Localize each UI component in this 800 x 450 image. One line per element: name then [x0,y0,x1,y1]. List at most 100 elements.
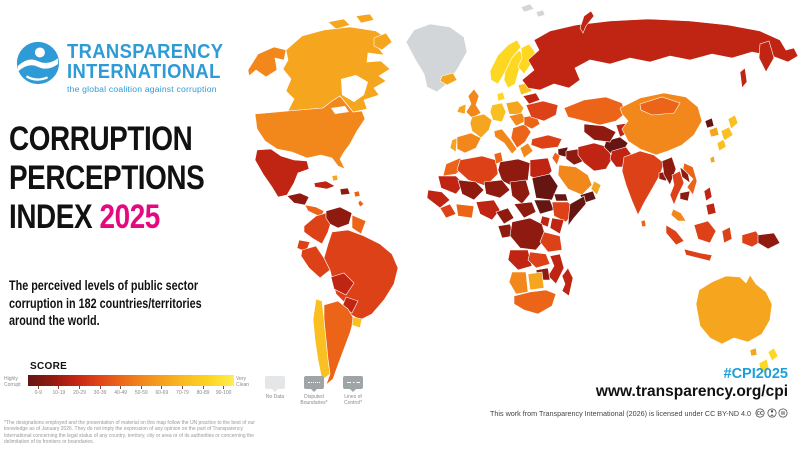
website-url[interactable]: www.transparency.org/cpi [595,383,788,400]
region-uk [465,88,482,119]
region-colombia [303,212,333,245]
region-india [621,150,665,216]
region-japan [716,114,739,152]
region-turkmenistan-uzbekistan [583,123,617,143]
region-somalia [567,195,587,228]
region-algeria [456,155,499,187]
region-iceland [439,72,458,86]
region-venezuela [325,206,353,229]
region-borneo [693,220,717,244]
region-belarus [522,92,541,105]
region-south-sudan [533,199,555,215]
region-kamchatka [758,40,775,73]
brand-line2: INTERNATIONAL [67,61,221,83]
region-greenland [405,23,468,93]
region-chad [509,179,531,205]
region-turkey [530,134,563,150]
region-bahamas [331,174,339,182]
region-spain [456,132,482,154]
region-nigeria [475,199,501,221]
region-taiwan [709,155,716,164]
region-cameroon [495,207,515,225]
region-cambodia [679,190,691,202]
no-data-label: No Data [265,394,285,400]
page-title: CORRUPTION PERCEPTIONS INDEX 2025 [9,120,205,237]
score-legend: SCORE Highly Corrupt 0-9 10-19 20-29 30-39 40… [4,361,258,396]
region-mali [457,179,485,201]
region-sudan [531,173,559,201]
region-denmark [496,91,506,102]
region-south-africa [513,289,557,315]
region-north-korea [704,117,715,129]
region-sumatra [665,224,685,246]
region-ireland [456,103,467,115]
region-uruguay [351,316,363,329]
disputed-boundaries-label: Disputed Boundaries* [300,394,328,406]
region-cuba [313,180,336,190]
region-papua-new-guinea [757,232,781,250]
region-ghana-ivory-coast [455,203,475,219]
region-usa [254,95,366,170]
world-map [247,3,799,386]
region-tasmania [749,347,758,357]
region-sri-lanka [640,219,647,228]
region-tunisia [493,151,504,165]
un-disclaimer-footnote: *The designations employed and the prese… [4,420,255,446]
cc-by-icon [766,408,777,418]
region-hudson-bay [341,75,368,102]
score-band-40-49: 40-49 [114,390,128,396]
region-drc [509,217,547,251]
region-philippines [703,186,717,216]
lines-of-control-label: Lines of Control* [343,394,363,406]
region-italy [493,128,518,155]
score-gradient-bar [28,375,234,386]
no-data-swatch-icon [265,376,285,392]
region-russia [521,18,799,91]
region-argentina [323,300,355,386]
region-mozambique [547,253,565,285]
hashtag: #CPI2025 [723,366,789,382]
license-row: This work from Transparency Internationa… [490,408,788,418]
cc-icon [755,408,765,418]
region-uganda [539,215,551,228]
region-central-african-republic [513,201,537,219]
region-sakhalin [739,67,748,89]
region-antilles [353,190,365,208]
score-band-20-29: 20-29 [73,390,86,396]
region-portugal [449,137,458,153]
score-band-0-9: 0-9 [34,390,42,396]
region-central-europe [508,112,527,127]
region-bolivia [330,272,355,296]
cc-license-icons [755,408,788,418]
score-low-label: Highly Corrupt [4,376,21,388]
region-oman [590,180,602,196]
region-kazakhstan [563,96,627,126]
region-ukraine [525,100,559,122]
region-zambia [527,251,551,269]
region-namibia [508,271,529,295]
title-line3: INDEX 2025 [9,198,160,236]
region-alaska [247,46,287,78]
region-iran [577,142,613,172]
region-niger [483,179,511,199]
score-band-70-79: 70-79 [176,390,189,396]
region-kenya [549,217,565,235]
region-tanzania [539,231,563,253]
region-sweden [503,49,525,89]
region-hispaniola [339,187,351,196]
license-text: This work from Transparency Internationa… [490,408,751,418]
score-band-labels: 0-9 10-19 20-29 30-39 40-49 50-59 60-69 70-79 80… [28,390,234,396]
lines-of-control-swatch-icon [343,376,363,392]
region-finland [517,43,536,75]
region-brazil [323,229,399,321]
subtitle: The perceived levels of public sector co… [9,278,202,328]
region-south-korea [708,126,720,138]
region-sulawesi [721,226,733,244]
region-svalbard [520,3,546,18]
score-band-30-39: 30-39 [93,390,107,396]
region-australia [695,274,773,345]
disputed-boundaries-swatch-icon [304,376,324,392]
region-arctic-island-2 [355,13,375,24]
region-angola [507,249,533,271]
key-no-data: No Data [260,376,290,406]
